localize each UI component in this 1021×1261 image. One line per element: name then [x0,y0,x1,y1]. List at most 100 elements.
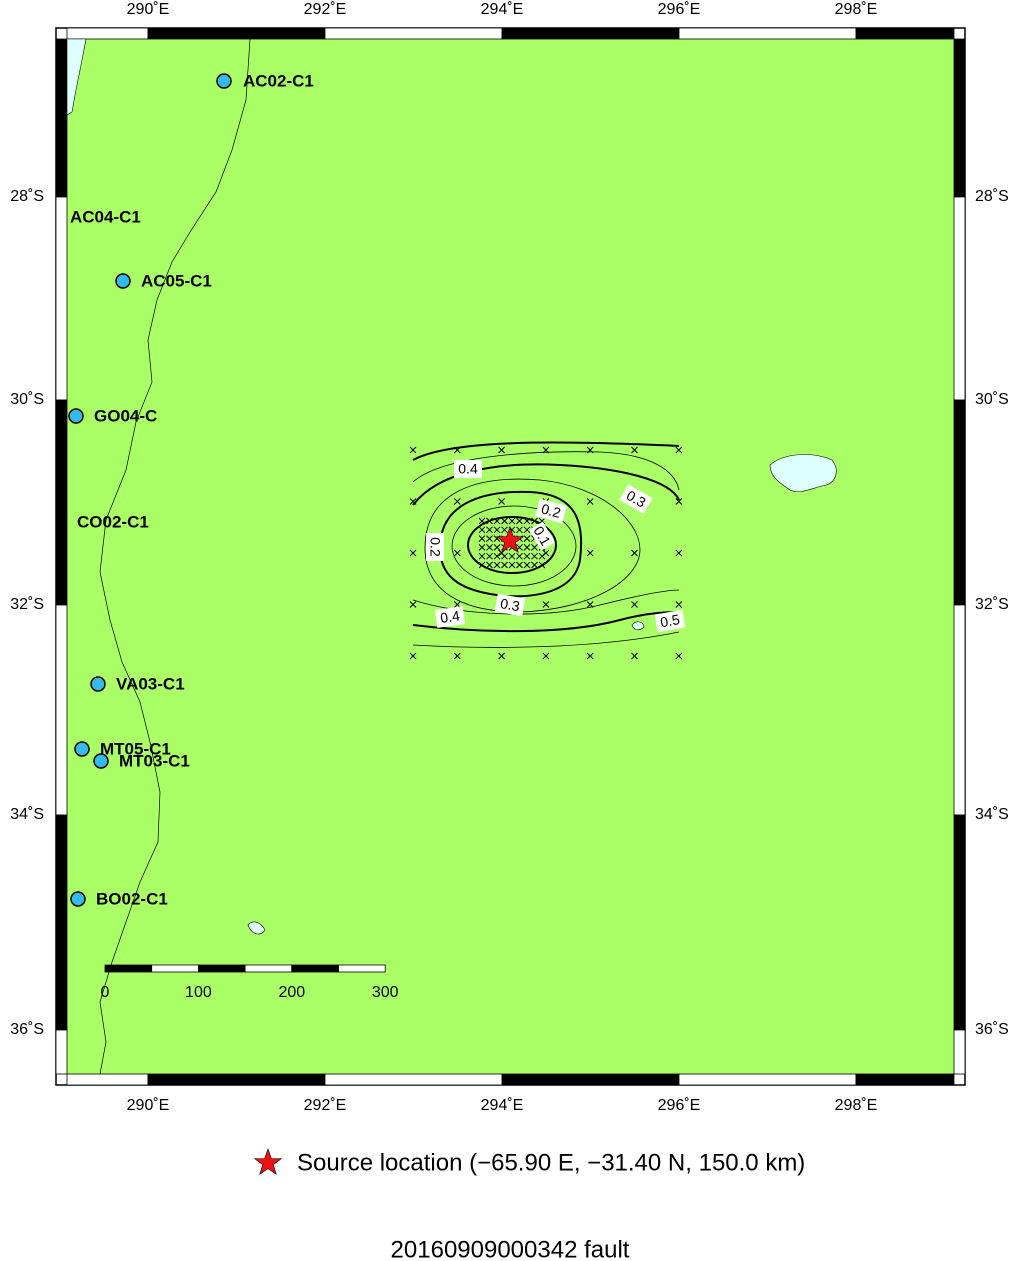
grid-node [409,446,417,454]
grid-node [523,544,531,551]
lon-tick-label: 292˚E [304,1,347,18]
grid-node [675,652,683,660]
lake [247,921,266,935]
station-label: AC02-C1 [243,71,314,90]
station-label: VA03-C1 [116,674,185,693]
frame-bar [147,1073,326,1086]
station-label: MT03-C1 [119,751,190,770]
contour-line [412,463,680,506]
grid-node [478,526,486,534]
lake [631,621,645,631]
station-marker [93,753,109,769]
grid-node [542,446,550,454]
coastline [99,38,251,1075]
lon-tick-label: 296˚E [658,1097,701,1114]
lat-tick-label: 34˚S [10,806,44,823]
grid-node [542,652,550,660]
contour-label-box [434,606,466,628]
frame-bar [55,1029,68,1075]
contour-line [412,631,680,648]
tick-labels: 290˚E 290˚E 292˚E 292˚E 294˚E 294˚E 296˚E 296˚E… [10,1,1009,1114]
frame-bar [855,27,955,40]
grid-node [478,561,486,569]
frame-bar [501,1073,680,1086]
grid-node [493,552,501,560]
grid-node [675,549,683,557]
frame-bar [66,27,149,40]
frame-bar [55,399,68,606]
grid-node [453,549,461,557]
scale-bar: 0 100 200 300 [101,964,399,1001]
station-marker [74,741,90,757]
grid-node [531,552,538,560]
grid-node [631,549,638,557]
frame-bar [55,814,68,1031]
grid-node [409,549,417,557]
contour-label: 0.2 [427,537,443,557]
grid-node [493,561,501,569]
scale-segment [338,964,386,973]
scale-label: 200 [278,984,305,1001]
grid-node [493,544,501,551]
frame-bar [678,27,857,40]
grid-node [498,498,505,505]
frame-bar [501,27,680,40]
frame-bar [324,27,503,40]
grid-node [493,517,501,525]
contour-line [412,611,680,633]
grid-node [631,446,638,454]
scale-segment [244,964,293,973]
contour-label-box [619,484,653,514]
contour-line [424,478,641,613]
grid-node [453,652,461,660]
grid-node [409,601,417,608]
land [67,39,954,1074]
frame-bar [324,1073,503,1086]
contour-label-box [529,521,555,551]
grid-node [523,552,531,560]
grid-node [523,535,531,542]
grid-node [586,601,594,608]
contour-label-box [535,498,567,524]
lat-tick-label: 28˚S [10,188,44,205]
station-marker [70,891,86,907]
grid-node [508,517,516,525]
lon-tick-label: 296˚E [658,1,701,18]
lat-tick-label: 34˚S [975,806,1009,823]
scale-segment [291,964,339,973]
lon-tick-label: 298˚E [835,1,878,18]
scale-label: 0 [101,984,110,1001]
grid-node [531,561,538,569]
grid-node [409,652,417,660]
grid-node [486,535,493,542]
station-marker [216,73,232,89]
contour-line [438,490,583,598]
stations: AC02-C1 AC04-C1 AC05-C1 GO04-C CO02-C1 V… [68,71,314,908]
grid-node [675,446,683,454]
lat-tick-label: 30˚S [975,391,1009,408]
grid-node [516,561,523,569]
lon-tick-label: 294˚E [481,1097,524,1114]
contour-label: 0.4 [439,607,461,626]
lon-tick-label: 290˚E [127,1097,170,1114]
scale-segment [197,964,246,973]
contours [412,441,680,648]
grid-node [501,552,508,560]
grid-node [478,552,486,560]
station-label: BO02-C1 [96,889,168,908]
grid-node [516,552,523,560]
grid-node [675,498,683,505]
grid-node [516,517,523,525]
grid-node [409,498,417,505]
grid-node [478,535,486,542]
grid-node [675,601,683,608]
frame-bar [66,1073,149,1086]
grid-node [538,517,546,525]
grid-node [516,526,523,534]
legend-text: Source location (−65.90 E, −31.40 N, 150… [297,1149,805,1176]
lon-tick-label: 298˚E [835,1097,878,1114]
grid-node [508,561,516,569]
grid-node [453,498,461,505]
scale-label: 300 [372,984,399,1001]
grid-node [478,517,486,525]
